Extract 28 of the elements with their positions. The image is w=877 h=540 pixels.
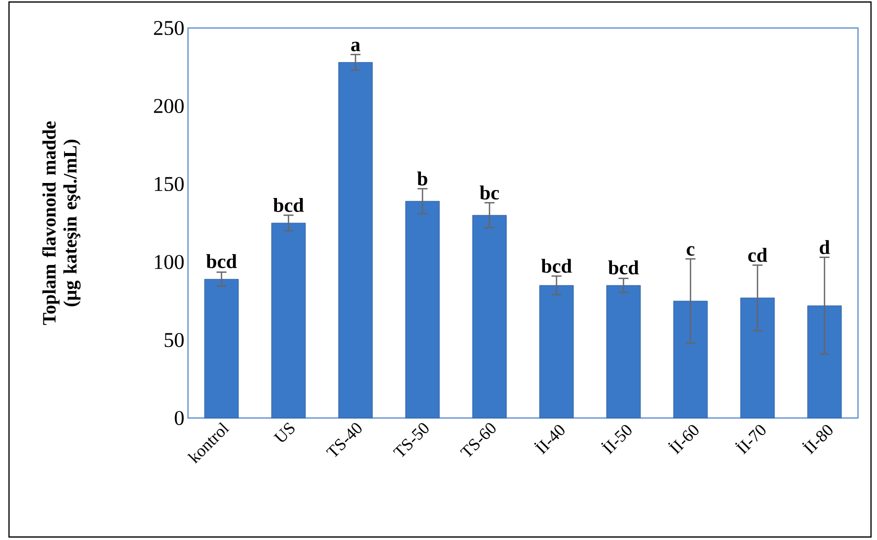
y-tick-label: 0 (174, 410, 184, 426)
bar (204, 278, 239, 418)
bar (606, 285, 641, 418)
bar (338, 62, 373, 418)
annotation: cd (748, 248, 768, 262)
bar (740, 298, 775, 418)
bar (673, 300, 708, 418)
y-tick-label: 250 (154, 20, 184, 36)
bar (271, 222, 306, 418)
x-tick-label: US (274, 422, 294, 442)
annotation: b (417, 171, 428, 186)
y-tick-label: 200 (154, 98, 184, 114)
y-tick-label: 50 (164, 332, 184, 348)
annotation: bcd (608, 260, 639, 274)
bar (405, 200, 440, 418)
annotation: bcd (541, 258, 572, 273)
annotation: a (351, 42, 360, 52)
annotation: bcd (273, 198, 304, 212)
y-axis-title: Toplam flavonoid madde (µg kateşin eşd./mL) (42, 121, 81, 325)
y-tick-label: 100 (154, 254, 184, 270)
bar (539, 285, 574, 418)
annotation: d (820, 240, 830, 254)
bar (807, 305, 842, 418)
annotation: c (686, 246, 694, 256)
y-tick-label: 150 (154, 176, 184, 192)
annotation: bcd (206, 254, 237, 268)
annotation: bc (480, 186, 499, 200)
bar (472, 215, 507, 418)
